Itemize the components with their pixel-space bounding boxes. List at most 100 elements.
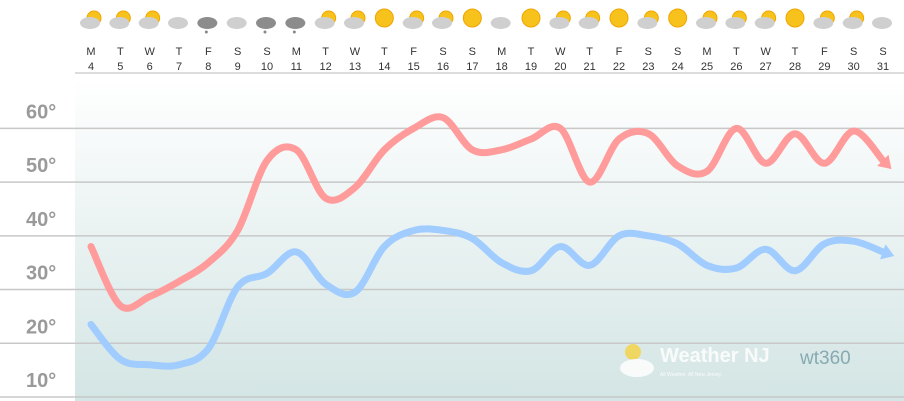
x-tick-label: 20 (554, 61, 566, 73)
x-tick-label: 10 (261, 61, 273, 73)
watermark-sun (625, 344, 641, 360)
x-tick-weekday: S (850, 46, 857, 58)
icon-sun (609, 8, 629, 28)
x-tick-weekday: S (674, 46, 681, 58)
x-tick-label: 21 (584, 61, 596, 73)
icon-cloud (344, 17, 364, 29)
icon-cloud (138, 17, 159, 29)
x-tick-label: 30 (848, 61, 860, 73)
x-tick-weekday: T (792, 46, 799, 58)
icon-cloud (696, 17, 716, 29)
watermark-brand: Weather NJ (660, 345, 770, 367)
icon-sun (462, 8, 482, 28)
plot-background (75, 78, 904, 401)
x-tick-label: 28 (789, 61, 801, 73)
icon-cloud (549, 17, 570, 29)
x-tick-weekday: F (616, 46, 623, 58)
icon-cloud (285, 17, 306, 29)
icon-cloud (578, 17, 599, 29)
icon-cloud (109, 17, 130, 29)
x-tick-label: 14 (378, 61, 390, 73)
icon-cloud (637, 17, 658, 29)
x-tick-label: 18 (496, 61, 508, 73)
x-tick-weekday: W (555, 46, 566, 58)
x-tick-label: 31 (877, 61, 889, 73)
icon-sun (668, 8, 688, 28)
x-tick-weekday: M (86, 46, 95, 58)
x-tick-label: 8 (205, 61, 211, 73)
icon-drops (204, 30, 208, 34)
x-tick-weekday: M (702, 46, 711, 58)
icon-cloud (402, 17, 423, 29)
icon-cloud (197, 17, 218, 29)
icon-cloud (813, 17, 834, 29)
icon-sun (374, 8, 394, 28)
x-tick-label: 12 (320, 61, 332, 73)
x-tick-label: 29 (818, 61, 830, 73)
watermark-logo: wt360 (799, 348, 851, 369)
x-tick-label: 7 (176, 61, 182, 73)
x-tick-weekday: T (176, 46, 183, 58)
icon-cloud (490, 17, 511, 29)
x-tick-weekday: M (497, 46, 506, 58)
icon-cloud (872, 17, 892, 29)
x-tick-weekday: S (263, 46, 270, 58)
x-tick-weekday: T (528, 46, 535, 58)
x-tick-label: 13 (349, 61, 361, 73)
icon-cloud (432, 17, 452, 29)
y-tick-label: 50° (26, 155, 56, 177)
x-tick-label: 19 (525, 61, 537, 73)
y-tick-label: 30° (26, 263, 56, 285)
series-arrowhead (880, 244, 895, 260)
x-tick-label: 4 (88, 61, 94, 73)
x-tick-label: 16 (437, 61, 449, 73)
icon-cloud (314, 17, 335, 29)
x-tick-weekday: F (821, 46, 828, 58)
icon-cloud (842, 17, 863, 29)
x-tick-weekday: T (733, 46, 740, 58)
x-tick-label: 17 (466, 61, 478, 73)
x-tick-weekday: F (205, 46, 212, 58)
icon-cloud (754, 17, 775, 29)
x-tick-label: 11 (291, 61, 302, 73)
icon-sun (521, 8, 541, 28)
series-line (87, 225, 887, 370)
y-tick-label: 20° (26, 316, 56, 338)
x-tick-label: 25 (701, 61, 713, 73)
weather-icons (80, 8, 892, 34)
icon-cloud (80, 17, 100, 29)
x-tick-label: 15 (408, 61, 420, 73)
x-tick-weekday: W (760, 46, 771, 58)
icon-cloud (226, 17, 247, 29)
x-tick-weekday: S (439, 46, 446, 58)
icon-cloud (168, 17, 188, 29)
x-tick-label: 24 (672, 61, 684, 73)
x-tick-weekday: W (144, 46, 155, 58)
icon-cloud (725, 17, 746, 29)
watermark-tagline: All Weather. All New Jersey. (660, 372, 722, 378)
x-tick-label: 9 (235, 61, 241, 73)
x-tick-weekday: S (645, 46, 652, 58)
watermark: Weather NJ All Weather. All New Jersey. … (620, 344, 851, 378)
x-tick-label: 23 (642, 61, 654, 73)
x-tick-label: 27 (760, 61, 772, 73)
icon-drops (292, 30, 296, 34)
icon-cloud (256, 17, 276, 29)
x-tick-label: 26 (730, 61, 742, 73)
x-tick-weekday: T (586, 46, 593, 58)
x-tick-weekday: W (350, 46, 361, 58)
y-tick-label: 40° (26, 209, 56, 231)
x-tick-weekday: S (469, 46, 476, 58)
x-tick-label: 6 (147, 61, 153, 73)
x-tick-weekday: F (410, 46, 417, 58)
watermark-cloud (620, 359, 654, 377)
y-tick-label: 10° (26, 370, 56, 392)
y-tick-label: 60° (26, 101, 56, 123)
x-tick-label: 22 (613, 61, 625, 73)
x-tick-weekday: T (381, 46, 388, 58)
x-tick-label: 5 (117, 61, 123, 73)
x-tick-weekday: S (879, 46, 886, 58)
icon-drops (263, 30, 267, 34)
series-line (87, 113, 887, 312)
